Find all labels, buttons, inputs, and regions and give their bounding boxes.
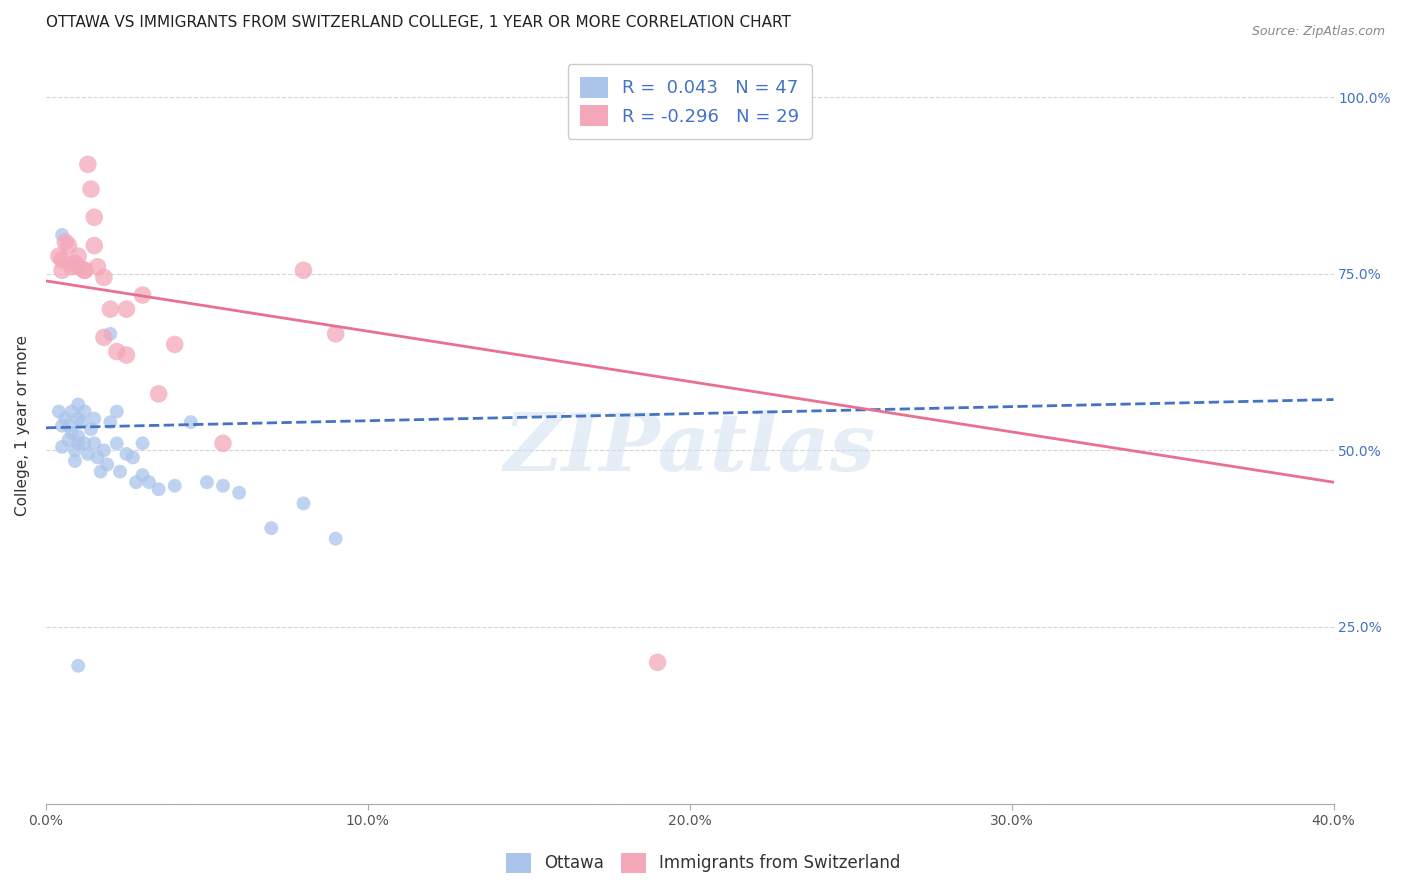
Point [48,249,70,263]
Point [93,330,115,344]
Point [60,404,83,418]
Text: OTTAWA VS IMMIGRANTS FROM SWITZERLAND COLLEGE, 1 YEAR OR MORE CORRELATION CHART: OTTAWA VS IMMIGRANTS FROM SWITZERLAND CO… [46,15,790,30]
Point [195,475,218,490]
Point [58,238,80,252]
Point [73,436,96,450]
Point [48,404,70,418]
Point [67,397,90,411]
Point [292,263,315,277]
Point [51,418,73,433]
Point [53,235,76,249]
Point [212,479,235,493]
Point [86,450,108,465]
Point [105,404,128,418]
Point [63,443,86,458]
Point [260,521,283,535]
Point [67,411,90,425]
Point [83,238,105,252]
Point [73,263,96,277]
Legend: R =  0.043   N = 47, R = -0.296   N = 29: R = 0.043 N = 47, R = -0.296 N = 29 [568,64,811,138]
Point [90,465,112,479]
Point [325,532,347,546]
Point [51,252,73,267]
Point [67,249,90,263]
Point [212,436,235,450]
Point [131,436,153,450]
Point [93,270,115,285]
Point [70,415,93,429]
Point [93,443,115,458]
Point [105,436,128,450]
Legend: Ottawa, Immigrants from Switzerland: Ottawa, Immigrants from Switzerland [499,847,907,880]
Point [228,485,250,500]
Point [60,260,83,274]
Point [108,465,131,479]
Point [98,415,121,429]
Point [138,475,160,490]
Point [73,404,96,418]
Point [86,260,108,274]
Point [122,450,145,465]
Point [163,337,186,351]
Point [83,436,105,450]
Point [67,260,90,274]
Point [58,433,80,447]
Point [73,263,96,277]
Point [67,658,90,673]
Point [83,211,105,225]
Point [148,482,170,496]
Point [105,344,128,359]
Point [115,302,138,317]
Point [58,418,80,433]
Point [131,288,153,302]
Point [76,157,98,171]
Point [80,422,103,436]
Point [63,256,86,270]
Point [647,655,669,669]
Point [83,411,105,425]
Text: Source: ZipAtlas.com: Source: ZipAtlas.com [1251,25,1385,38]
Point [125,475,148,490]
Point [131,468,153,483]
Point [292,496,315,510]
Point [63,454,86,468]
Point [148,387,170,401]
Point [325,326,347,341]
Text: ZIPatlas: ZIPatlas [503,409,876,487]
Y-axis label: College, 1 year or more: College, 1 year or more [15,335,30,516]
Point [80,182,103,196]
Point [67,436,90,450]
Point [163,479,186,493]
Point [67,429,90,443]
Point [76,447,98,461]
Point [53,411,76,425]
Point [60,425,83,440]
Point [115,348,138,362]
Point [96,458,118,472]
Point [115,447,138,461]
Point [98,302,121,317]
Point [51,227,73,242]
Point [51,263,73,277]
Point [180,415,202,429]
Point [51,440,73,454]
Point [98,326,121,341]
